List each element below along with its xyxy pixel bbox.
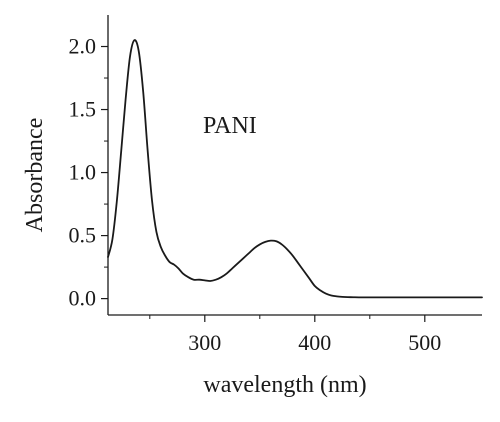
data-point: [320, 290, 321, 291]
data-point: [265, 241, 266, 242]
data-point: [243, 258, 244, 259]
data-point: [226, 273, 227, 274]
y-tick-label: 1.0: [69, 160, 97, 185]
data-point: [424, 297, 425, 298]
data-point: [143, 91, 144, 92]
series-layer: [107, 39, 483, 299]
data-point: [121, 151, 122, 152]
data-point: [129, 56, 130, 57]
data-point: [353, 297, 354, 298]
data-point: [276, 241, 277, 242]
data-point: [112, 239, 113, 240]
y-axis-title: Absorbance: [22, 118, 48, 233]
data-point: [232, 268, 233, 269]
data-point: [138, 51, 139, 52]
data-point: [165, 255, 166, 256]
data-point: [116, 201, 117, 202]
data-point: [336, 296, 337, 297]
data-point: [298, 263, 299, 264]
y-tick-label: 0.5: [69, 223, 97, 248]
series-line-pani: [107, 39, 483, 299]
data-point: [402, 297, 403, 298]
data-point: [314, 285, 315, 286]
label-layer: 0.0 0.5 1.0 1.5 2.0 300 400 500 wavelength (nm) A…: [22, 34, 441, 398]
data-point: [237, 263, 238, 264]
data-point: [215, 279, 216, 280]
data-point: [347, 297, 348, 298]
data-point: [259, 244, 260, 245]
data-point: [199, 279, 200, 280]
data-point: [248, 253, 249, 254]
data-point: [331, 295, 332, 296]
data-point: [151, 200, 152, 201]
data-point: [178, 268, 179, 269]
data-point: [204, 280, 205, 281]
x-tick-label: 500: [408, 330, 441, 355]
data-point: [134, 40, 135, 41]
data-point: [325, 293, 326, 294]
y-tick-label: 0.0: [69, 286, 97, 311]
axes-layer: [101, 15, 482, 322]
y-tick-label: 1.5: [69, 97, 97, 122]
data-point: [188, 277, 189, 278]
data-point: [342, 296, 343, 297]
data-point: [254, 248, 255, 249]
data-point: [358, 297, 359, 298]
data-point: [156, 231, 157, 232]
x-axis-title: wavelength (nm): [203, 372, 366, 398]
x-tick-label: 400: [298, 330, 331, 355]
data-point: [182, 273, 183, 274]
data-point: [160, 246, 161, 247]
data-point: [481, 297, 482, 298]
data-point: [270, 240, 271, 241]
data-point: [452, 297, 453, 298]
data-point: [147, 149, 148, 150]
x-tick-label: 300: [188, 330, 221, 355]
data-point: [210, 280, 211, 281]
data-point: [173, 264, 174, 265]
data-point: [281, 244, 282, 245]
data-point: [309, 278, 310, 279]
annotation-pani-label: PANI: [203, 113, 257, 139]
data-point: [107, 256, 108, 257]
data-point: [221, 277, 222, 278]
data-point: [169, 261, 170, 262]
data-point: [369, 297, 370, 298]
y-tick-label: 2.0: [69, 34, 97, 59]
data-point: [287, 249, 288, 250]
data-point: [125, 99, 126, 100]
data-point: [303, 270, 304, 271]
data-point: [380, 297, 381, 298]
data-point: [292, 255, 293, 256]
data-point: [193, 279, 194, 280]
